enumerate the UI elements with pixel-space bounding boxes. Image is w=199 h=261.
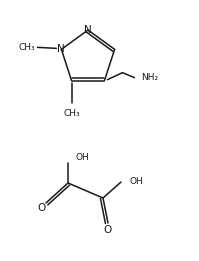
- Text: OH: OH: [129, 176, 143, 186]
- Text: O: O: [37, 203, 45, 213]
- Text: N: N: [84, 25, 92, 35]
- Text: NH₂: NH₂: [141, 73, 159, 82]
- Text: CH₃: CH₃: [63, 109, 80, 118]
- Text: CH₃: CH₃: [19, 43, 35, 52]
- Text: N: N: [58, 44, 65, 54]
- Text: O: O: [104, 225, 112, 235]
- Text: OH: OH: [76, 153, 90, 163]
